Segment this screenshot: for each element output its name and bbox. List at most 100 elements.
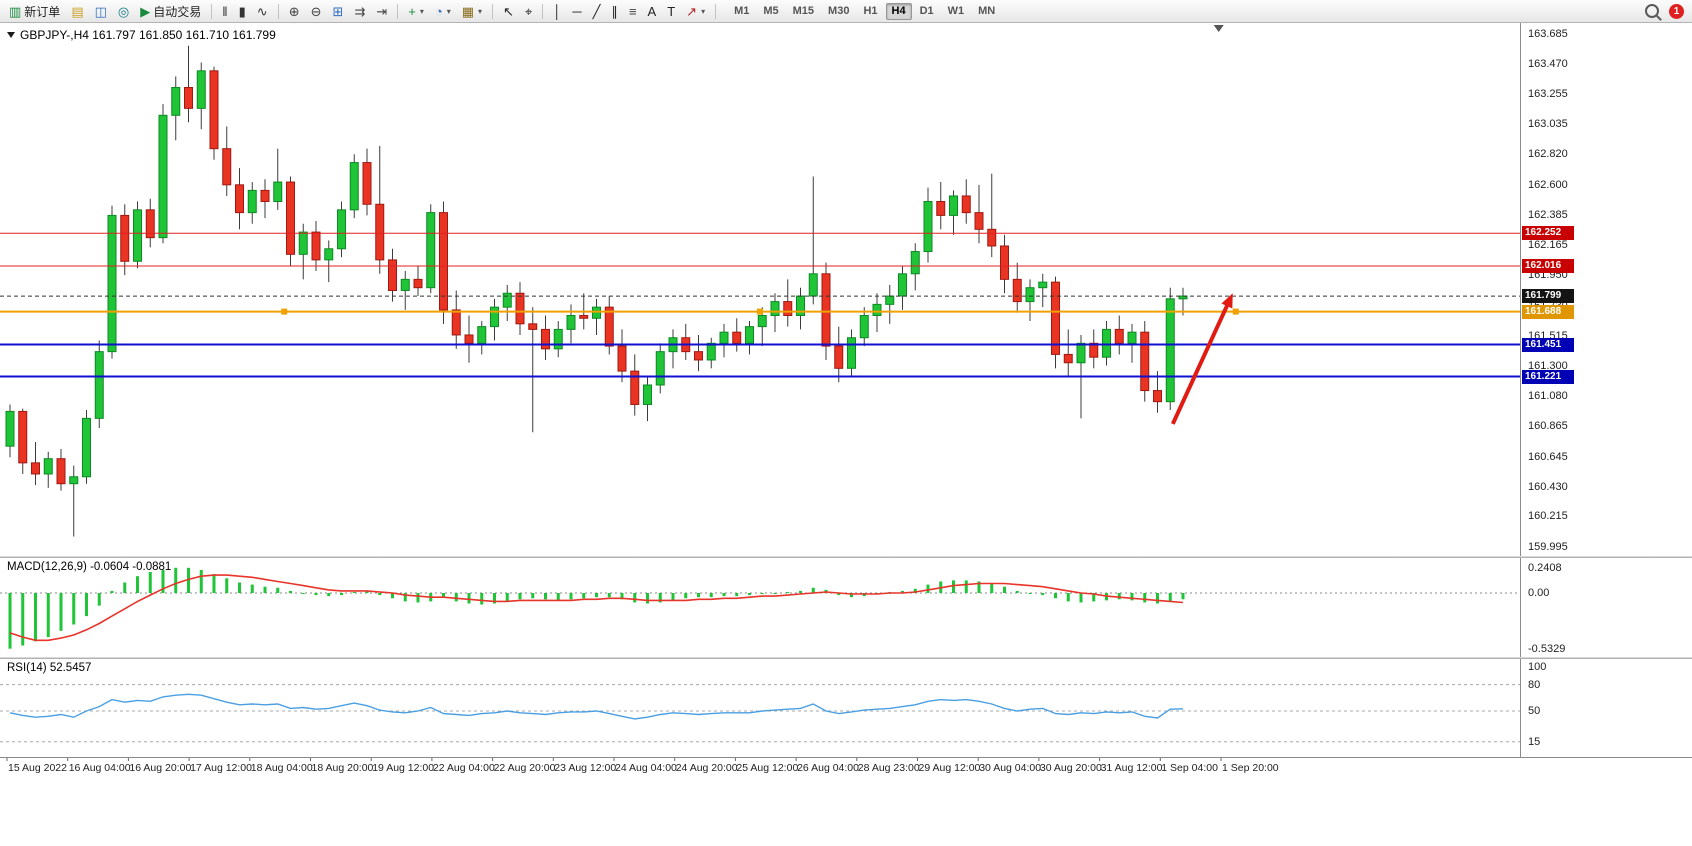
price-tick-label: 160.430	[1528, 480, 1568, 493]
price-tick-label: 161.300	[1528, 359, 1568, 372]
periods-button[interactable]: ◔ ▾	[430, 1, 456, 22]
crosshair-icon: ⌖	[524, 3, 533, 19]
time-label: 30 Aug 20:00	[1039, 762, 1102, 774]
time-label: 23 Aug 12:00	[554, 762, 617, 774]
chart-shift-marker[interactable]	[1213, 25, 1224, 32]
indicators-icon: +	[408, 3, 416, 19]
timeframe-m5-button[interactable]: M5	[763, 4, 779, 17]
time-label: 22 Aug 20:00	[493, 762, 556, 774]
tile-windows-button[interactable]: ⊞	[328, 1, 349, 22]
toolbar-separator	[211, 3, 213, 19]
hline-handle[interactable]	[757, 308, 763, 315]
price-tick-label: 160.865	[1528, 420, 1568, 432]
time-label: 17 Aug 12:00	[190, 762, 252, 774]
indicators-button[interactable]: + ▾	[403, 1, 429, 22]
time-label: 31 Aug 12:00	[1100, 762, 1163, 774]
rsi-tick-label: 100	[1528, 661, 1547, 673]
arrow-annotation[interactable]	[1170, 299, 1232, 425]
current-price-tag: 161.799	[1522, 289, 1574, 304]
horizontal-line-objects[interactable]	[0, 232, 1520, 378]
timeframe-m1-button[interactable]: M1	[734, 4, 750, 17]
rsi-tick-label: 15	[1528, 735, 1541, 748]
price-tag-161.451: 161.451	[1522, 337, 1574, 352]
macd-panel	[0, 567, 1520, 649]
chart-title-row: GBPJPY-,H4 161.797 161.850 161.710 161.7…	[7, 28, 276, 42]
chevron-down-icon: ▾	[701, 6, 706, 16]
time-label: 16 Aug 04:00	[68, 762, 131, 774]
market-watch-icon[interactable]: ◫	[90, 1, 112, 22]
arrow-annotation-head[interactable]	[1221, 293, 1233, 309]
trendline-icon: ╱	[592, 3, 601, 19]
price-tick-label: 159.995	[1528, 541, 1568, 553]
horizontal-line-icon: ─	[572, 3, 582, 19]
price-tick-label: 162.600	[1528, 178, 1568, 191]
chart-title: GBPJPY-,H4 161.797 161.850 161.710 161.7…	[20, 28, 276, 42]
timeframe-d1-button[interactable]: D1	[919, 4, 934, 17]
timeframe-m15-button[interactable]: M15	[792, 4, 815, 17]
price-tick-label: 163.255	[1528, 87, 1568, 100]
rsi-panel-region[interactable]	[0, 659, 1520, 757]
time-label: 25 Aug 12:00	[736, 762, 799, 774]
templates-button[interactable]: ▦ ▾	[457, 1, 487, 22]
candlestick-chart-button[interactable]: ▮	[234, 1, 251, 22]
autotrading-button[interactable]: ▶ 自动交易	[135, 1, 206, 22]
cursor-icon: ↖	[503, 3, 514, 19]
timeframe-mn-button[interactable]: MN	[978, 4, 996, 17]
crosshair-button[interactable]: ⌖	[520, 1, 537, 22]
navigator-icon-icon: ◎	[117, 3, 130, 19]
time-label: 22 Aug 04:00	[432, 762, 495, 774]
macd-panel-region[interactable]	[0, 558, 1520, 657]
notification-badge[interactable]: 1	[1669, 3, 1684, 19]
rsi-panel-splitter[interactable]	[0, 657, 1692, 659]
trendline-button[interactable]: ╱	[588, 1, 606, 22]
timeframe-toolbar: M1 M5 M15 M30 H1 H4 D1 W1 MN	[728, 2, 1001, 20]
chart-window-icon[interactable]: ▤	[66, 1, 88, 22]
timeframe-h1-button[interactable]: H1	[863, 4, 878, 17]
time-label: 26 Aug 04:00	[797, 762, 859, 774]
macd-panel-splitter[interactable]	[0, 556, 1692, 558]
candlestick-chart-icon: ▮	[238, 3, 246, 19]
price-tick-label: 160.645	[1528, 450, 1568, 463]
zoom-out-button[interactable]: ⊖	[306, 1, 327, 22]
one-click-trading-toggle-icon[interactable]	[7, 32, 15, 38]
vertical-line-button[interactable]: │	[548, 1, 566, 22]
new-order-button[interactable]: ▥ 新订单	[4, 1, 65, 22]
templates-icon: ▦	[461, 3, 475, 19]
hline-handle[interactable]	[281, 308, 288, 315]
toolbar-separator	[542, 3, 544, 19]
rsi-panel	[0, 684, 1520, 743]
timeframe-w1-button[interactable]: W1	[947, 4, 965, 17]
label-button[interactable]: T	[662, 1, 680, 22]
vertical-line-icon: │	[553, 3, 562, 19]
time-label: 18 Aug 04:00	[250, 762, 313, 774]
line-chart-button[interactable]: ∿	[252, 1, 273, 22]
chart-shift-button[interactable]: ⇥	[371, 1, 392, 22]
cursor-button[interactable]: ↖	[498, 1, 519, 22]
auto-scroll-button[interactable]: ⇉	[349, 1, 370, 22]
text-icon: A	[647, 3, 657, 19]
price-tick-label: 163.470	[1528, 57, 1568, 70]
navigator-icon[interactable]: ◎	[113, 1, 134, 22]
fibonacci-button[interactable]: ≡	[624, 1, 642, 22]
arrows-button[interactable]: ↗ ▾	[681, 1, 710, 22]
bar-chart-button[interactable]: ‖	[217, 1, 232, 22]
time-label: 18 Aug 20:00	[311, 762, 374, 774]
time-label: 16 Aug 20:00	[129, 762, 192, 774]
main-chart-region[interactable]	[0, 23, 1520, 556]
search-icon[interactable]	[1645, 4, 1659, 18]
toolbar-separator	[715, 3, 717, 19]
zoom-in-button[interactable]: ⊕	[284, 1, 305, 22]
macd-tick-label: 0.00	[1528, 587, 1550, 599]
text-button[interactable]: A	[643, 1, 662, 22]
periods-icon: ◔	[434, 3, 443, 19]
toolbar-right: 1	[1645, 0, 1684, 22]
timeframe-m30-button[interactable]: M30	[828, 4, 850, 17]
horizontal-line-button[interactable]: ─	[567, 1, 586, 22]
macd-signal-line	[9, 574, 1184, 642]
timeframe-h4-button[interactable]: H4	[885, 2, 912, 20]
time-label: 28 Aug 23:00	[857, 762, 920, 774]
hline-handle[interactable]	[1232, 308, 1239, 315]
rsi-tick-label: 50	[1528, 705, 1541, 717]
channel-button[interactable]: ∥	[606, 1, 623, 22]
